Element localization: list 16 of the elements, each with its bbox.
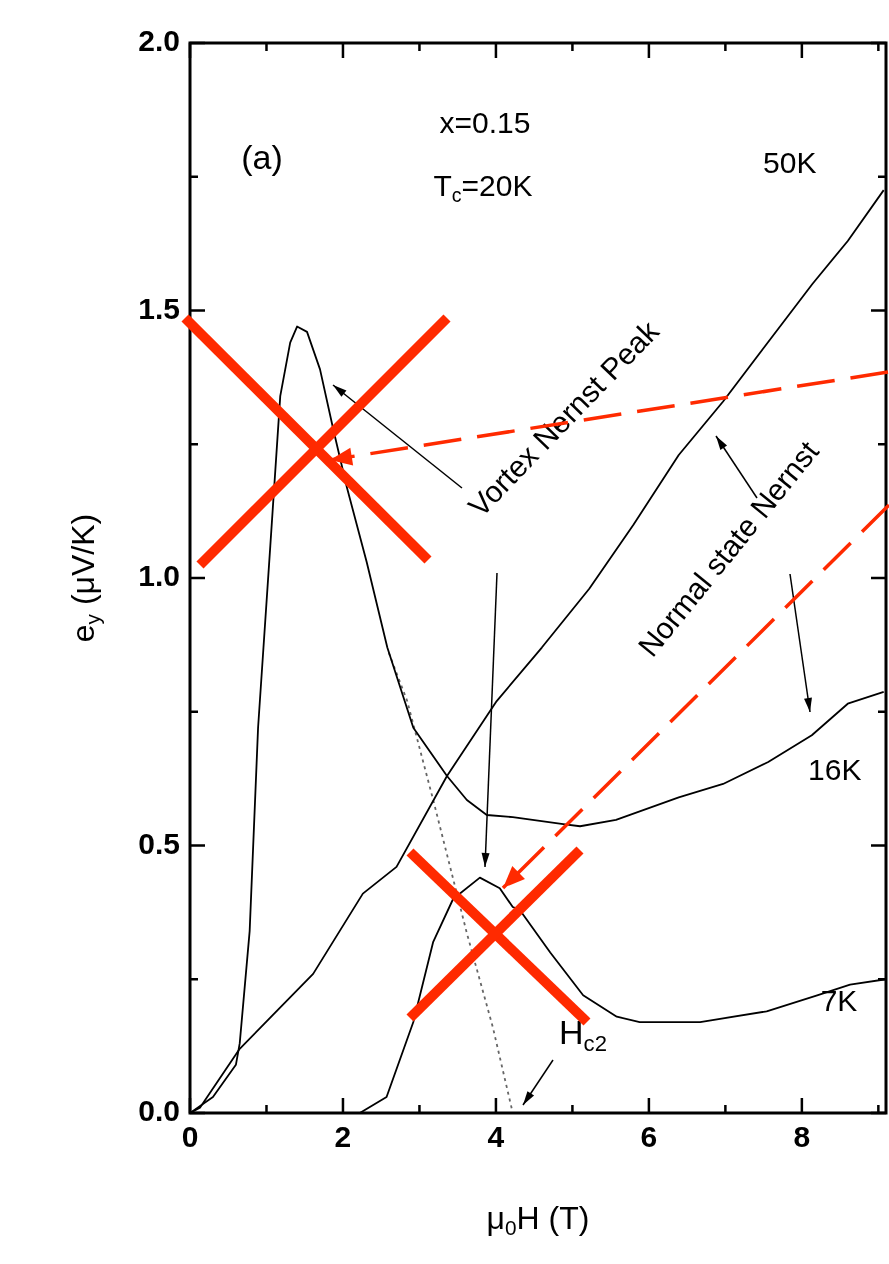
y-axis-title: ey (μV/K) <box>64 513 105 643</box>
annotation: (a) <box>241 138 283 177</box>
legend-label: 50K <box>763 146 817 180</box>
legend-label: 7K <box>820 983 858 1017</box>
x-tick-label: 8 <box>793 1120 811 1154</box>
series-label: 16K <box>808 753 862 787</box>
x-tick-label: 6 <box>640 1120 658 1154</box>
x-tick-label: 0 <box>181 1120 199 1154</box>
y-tick-label: 1.5 <box>138 291 180 325</box>
x-tick-label: 4 <box>487 1120 505 1154</box>
x-tick-label: 2 <box>334 1120 352 1154</box>
y-tick-label: 1.0 <box>138 559 180 593</box>
annotation: x=0.15 <box>439 106 531 140</box>
y-tick-label: 0.5 <box>138 826 180 860</box>
y-tick-label: 0.0 <box>138 1094 180 1128</box>
y-tick-label: 2.0 <box>138 24 180 58</box>
